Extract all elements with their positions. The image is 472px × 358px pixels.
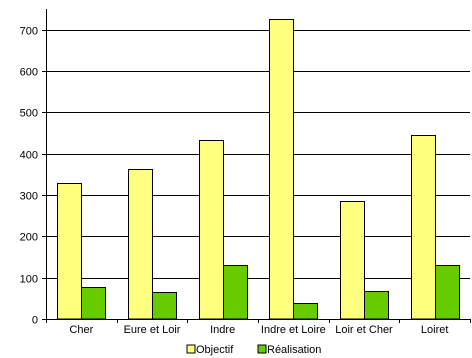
x-tick-labels: Cher Eure et Loir Indre Indre et Loire Loir … <box>69 324 448 336</box>
y-tick-label-100: 100 <box>20 274 38 286</box>
x-tick-label-cher: Cher <box>69 324 93 336</box>
x-tick-label-loir-et-cher: Loir et Cher <box>335 324 393 336</box>
bar-objectif-indre-et-loire <box>269 19 294 320</box>
y-tick-label-400: 400 <box>20 150 38 162</box>
y-tick-label-500: 500 <box>20 108 38 120</box>
bar-objectif-loir-et-cher <box>340 201 365 320</box>
x-tick-label-eure-et-loir: Eure et Loir <box>124 324 181 336</box>
y-tick-label-600: 600 <box>20 67 38 79</box>
bar-realisation-cher <box>81 287 106 320</box>
y-tick-label-300: 300 <box>20 191 38 203</box>
legend-label-realisation: Réalisation <box>267 344 321 356</box>
bar-realisation-eure-et-loir <box>152 292 177 320</box>
bars <box>57 19 460 320</box>
y-tick-labels: 0 100 200 300 400 500 600 700 <box>20 26 38 327</box>
bar-objectif-loiret <box>411 135 436 320</box>
bar-objectif-indre <box>199 140 224 320</box>
x-tick-label-indre-et-loire: Indre et Loire <box>261 324 326 336</box>
bar-objectif-eure-et-loir <box>128 169 153 320</box>
bar-realisation-indre-et-loire <box>293 303 318 320</box>
bar-realisation-loiret <box>435 265 460 320</box>
legend-label-objectif: Objectif <box>196 344 234 356</box>
y-tick-label-700: 700 <box>20 26 38 38</box>
bar-realisation-loir-et-cher <box>364 291 389 320</box>
axes <box>46 9 471 323</box>
legend-swatch-realisation <box>257 344 267 354</box>
x-tick-label-indre: Indre <box>210 324 235 336</box>
legend-swatch-objectif <box>186 344 196 354</box>
y-tick-label-0: 0 <box>32 315 38 327</box>
legend: Objectif Réalisation <box>186 344 321 356</box>
bar-realisation-indre <box>223 265 248 320</box>
y-tick-label-200: 200 <box>20 232 38 244</box>
gridlines <box>42 30 470 320</box>
x-tick-label-loiret: Loiret <box>421 324 449 336</box>
bar-objectif-cher <box>57 183 82 320</box>
